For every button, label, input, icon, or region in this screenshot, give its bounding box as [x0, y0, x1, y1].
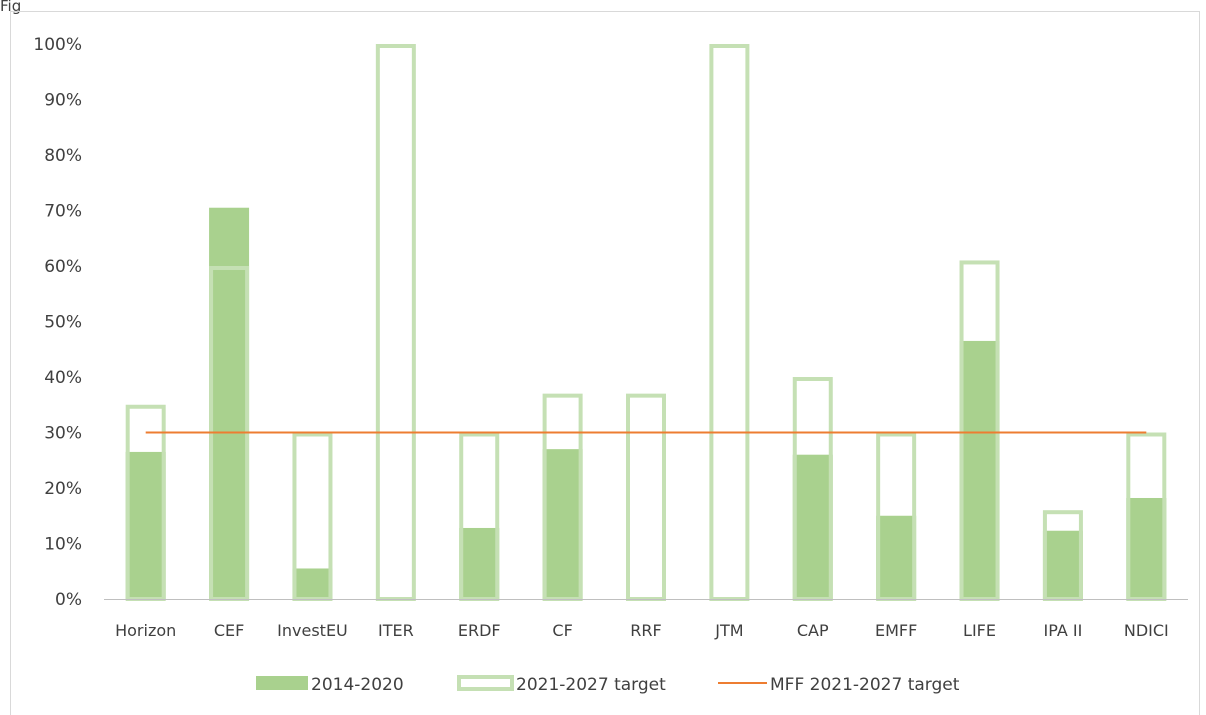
bar-2014-2020 — [209, 207, 250, 599]
y-tick-label: 50% — [44, 313, 82, 333]
x-category-label: Horizon — [115, 621, 176, 640]
x-category-label: ERDF — [458, 621, 501, 640]
x-category-label: CF — [552, 621, 572, 640]
legend-label-2014-2020: 2014-2020 — [311, 675, 404, 695]
x-category-label: IPA II — [1044, 621, 1083, 640]
x-category-label: ITER — [378, 621, 414, 640]
x-axis-category-labels: Horizon CEF InvestEU ITER ERDF CF RRF JTM CAP EMF… — [115, 621, 1169, 640]
y-tick-label: 80% — [44, 146, 82, 166]
x-category-label: RRF — [630, 621, 661, 640]
chart-frame — [10, 11, 1200, 715]
bar-2014-2020 — [125, 451, 166, 599]
bar-2021-2027-target — [626, 393, 666, 601]
bar-2014-2020 — [1126, 497, 1167, 599]
x-category-label: InvestEU — [277, 621, 348, 640]
bar-2014-2020 — [542, 449, 583, 599]
y-tick-label: 10% — [44, 535, 82, 555]
legend-label-mff-target: MFF 2021-2027 target — [770, 675, 960, 695]
x-category-label: EMFF — [875, 621, 917, 640]
x-category-label: NDICI — [1124, 621, 1169, 640]
bar-2014-2020 — [876, 515, 917, 599]
x-category-label: JTM — [714, 621, 743, 640]
chart-legend: 2014-2020 2021-2027 target MFF 2021-2027… — [256, 675, 960, 695]
y-tick-label: 90% — [44, 91, 82, 111]
y-tick-label: 60% — [44, 257, 82, 277]
legend-swatch-2021-2027-target — [457, 675, 514, 691]
x-category-label: CAP — [797, 621, 829, 640]
bar-2014-2020 — [959, 340, 1000, 599]
y-tick-label: 0% — [55, 590, 82, 610]
legend-swatch-2014-2020 — [256, 676, 308, 690]
y-tick-label: 100% — [33, 35, 82, 55]
y-tick-label: 20% — [44, 479, 82, 499]
x-category-label: LIFE — [963, 621, 996, 640]
y-axis-ticks: 0% 10% 20% 30% 40% 50% 60% 70% 80% 90% 100% — [33, 35, 82, 610]
bar-2021-2027-target — [709, 44, 750, 601]
x-category-label: CEF — [214, 621, 244, 640]
series-2014-2020 — [125, 207, 1167, 599]
legend-label-2021-2027-target: 2021-2027 target — [516, 675, 666, 695]
bar-2021-2027-target — [375, 44, 416, 601]
bar-2014-2020 — [292, 568, 333, 599]
series-2021-2027-target — [125, 44, 1167, 602]
bar-2014-2020 — [1042, 530, 1083, 599]
bar-2014-2020 — [459, 527, 500, 599]
y-tick-label: 70% — [44, 202, 82, 222]
y-tick-label: 30% — [44, 424, 82, 444]
y-tick-label: 40% — [44, 368, 82, 388]
bar-2014-2020 — [792, 454, 833, 599]
